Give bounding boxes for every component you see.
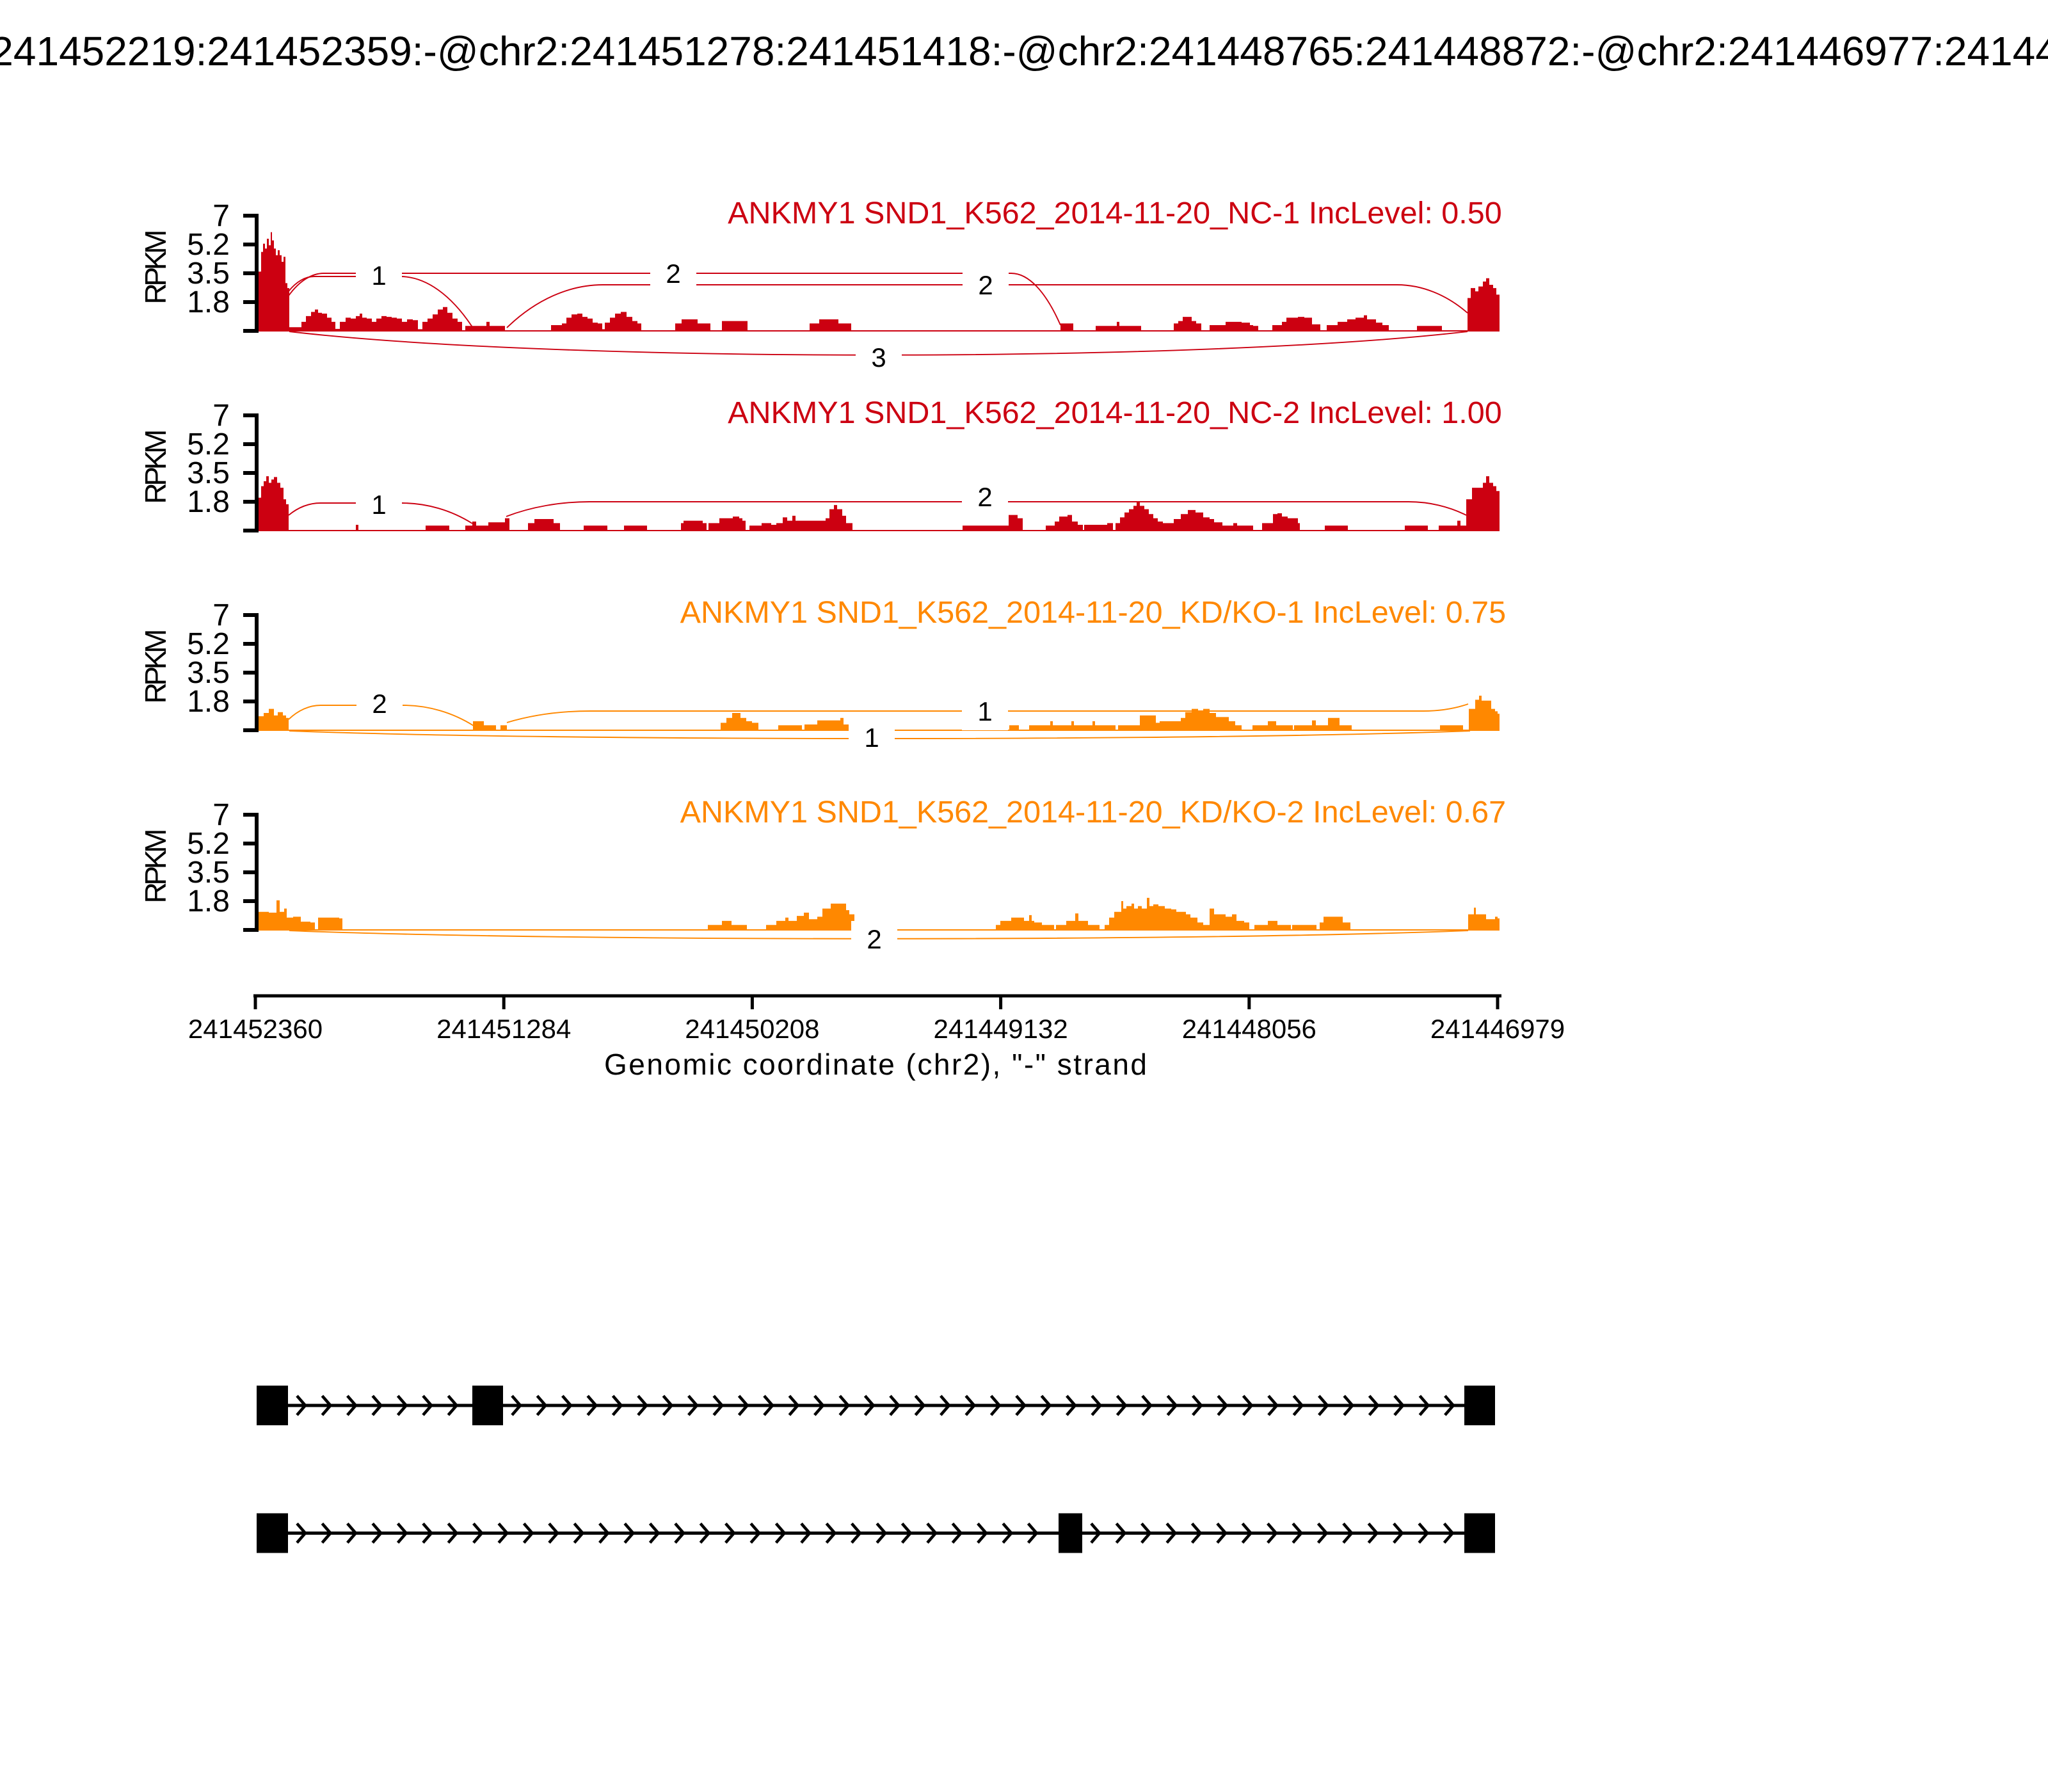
- svg-text:7: 7: [212, 798, 230, 832]
- svg-text:2: 2: [977, 482, 992, 512]
- svg-text:RPKM: RPKM: [139, 629, 172, 704]
- svg-text:241446979: 241446979: [1430, 1014, 1565, 1044]
- svg-text:1: 1: [977, 696, 992, 726]
- svg-text:RPKM: RPKM: [139, 429, 172, 504]
- svg-text:241449132: 241449132: [934, 1014, 1068, 1044]
- svg-text:3.5: 3.5: [187, 856, 230, 890]
- svg-text:7: 7: [212, 199, 230, 233]
- svg-text:1: 1: [371, 490, 386, 520]
- svg-text:1.8: 1.8: [187, 285, 230, 319]
- svg-text:3.5: 3.5: [187, 656, 230, 690]
- svg-text:3.5: 3.5: [187, 257, 230, 291]
- svg-text:1.8: 1.8: [187, 685, 230, 719]
- svg-text:1: 1: [864, 723, 879, 753]
- svg-text:241451284: 241451284: [436, 1014, 571, 1044]
- svg-text:ANKMY1 SND1_K562_2014-11-20_KD: ANKMY1 SND1_K562_2014-11-20_KD/KO-1 IncL…: [680, 595, 1506, 630]
- svg-text:7: 7: [212, 598, 230, 632]
- svg-text:241448056: 241448056: [1182, 1014, 1316, 1044]
- svg-text:7: 7: [212, 399, 230, 433]
- svg-text:RPKM: RPKM: [139, 829, 172, 904]
- svg-text:2: 2: [666, 259, 680, 289]
- svg-text:5.2: 5.2: [187, 827, 230, 861]
- svg-text:2: 2: [372, 689, 387, 719]
- svg-text:Genomic coordinate (chr2), "-": Genomic coordinate (chr2), "-" strand: [604, 1048, 1147, 1081]
- svg-text:3.5: 3.5: [187, 456, 230, 490]
- svg-text:1.8: 1.8: [187, 884, 230, 918]
- svg-text:5.2: 5.2: [187, 627, 230, 661]
- svg-text:5.2: 5.2: [187, 228, 230, 262]
- svg-text:ANKMY1 SND1_K562_2014-11-20_NC: ANKMY1 SND1_K562_2014-11-20_NC-2 IncLeve…: [728, 396, 1502, 430]
- svg-text:ANKMY1 SND1_K562_2014-11-20_NC: ANKMY1 SND1_K562_2014-11-20_NC-1 IncLeve…: [728, 196, 1502, 230]
- svg-text:1.8: 1.8: [187, 485, 230, 519]
- svg-text:1: 1: [371, 260, 386, 291]
- svg-text:5.2: 5.2: [187, 428, 230, 461]
- svg-text:RPKM: RPKM: [139, 230, 172, 305]
- svg-text:ANKMY1 SND1_K562_2014-11-20_KD: ANKMY1 SND1_K562_2014-11-20_KD/KO-2 IncL…: [680, 795, 1506, 829]
- svg-text:241450208: 241450208: [685, 1014, 819, 1044]
- svg-text:chr2:241452219:241452359:-@chr: chr2:241452219:241452359:-@chr2:24145127…: [0, 28, 2048, 74]
- svg-text:241452360: 241452360: [188, 1014, 323, 1044]
- svg-text:3: 3: [871, 342, 886, 372]
- svg-text:2: 2: [867, 924, 881, 954]
- svg-text:2: 2: [978, 270, 993, 300]
